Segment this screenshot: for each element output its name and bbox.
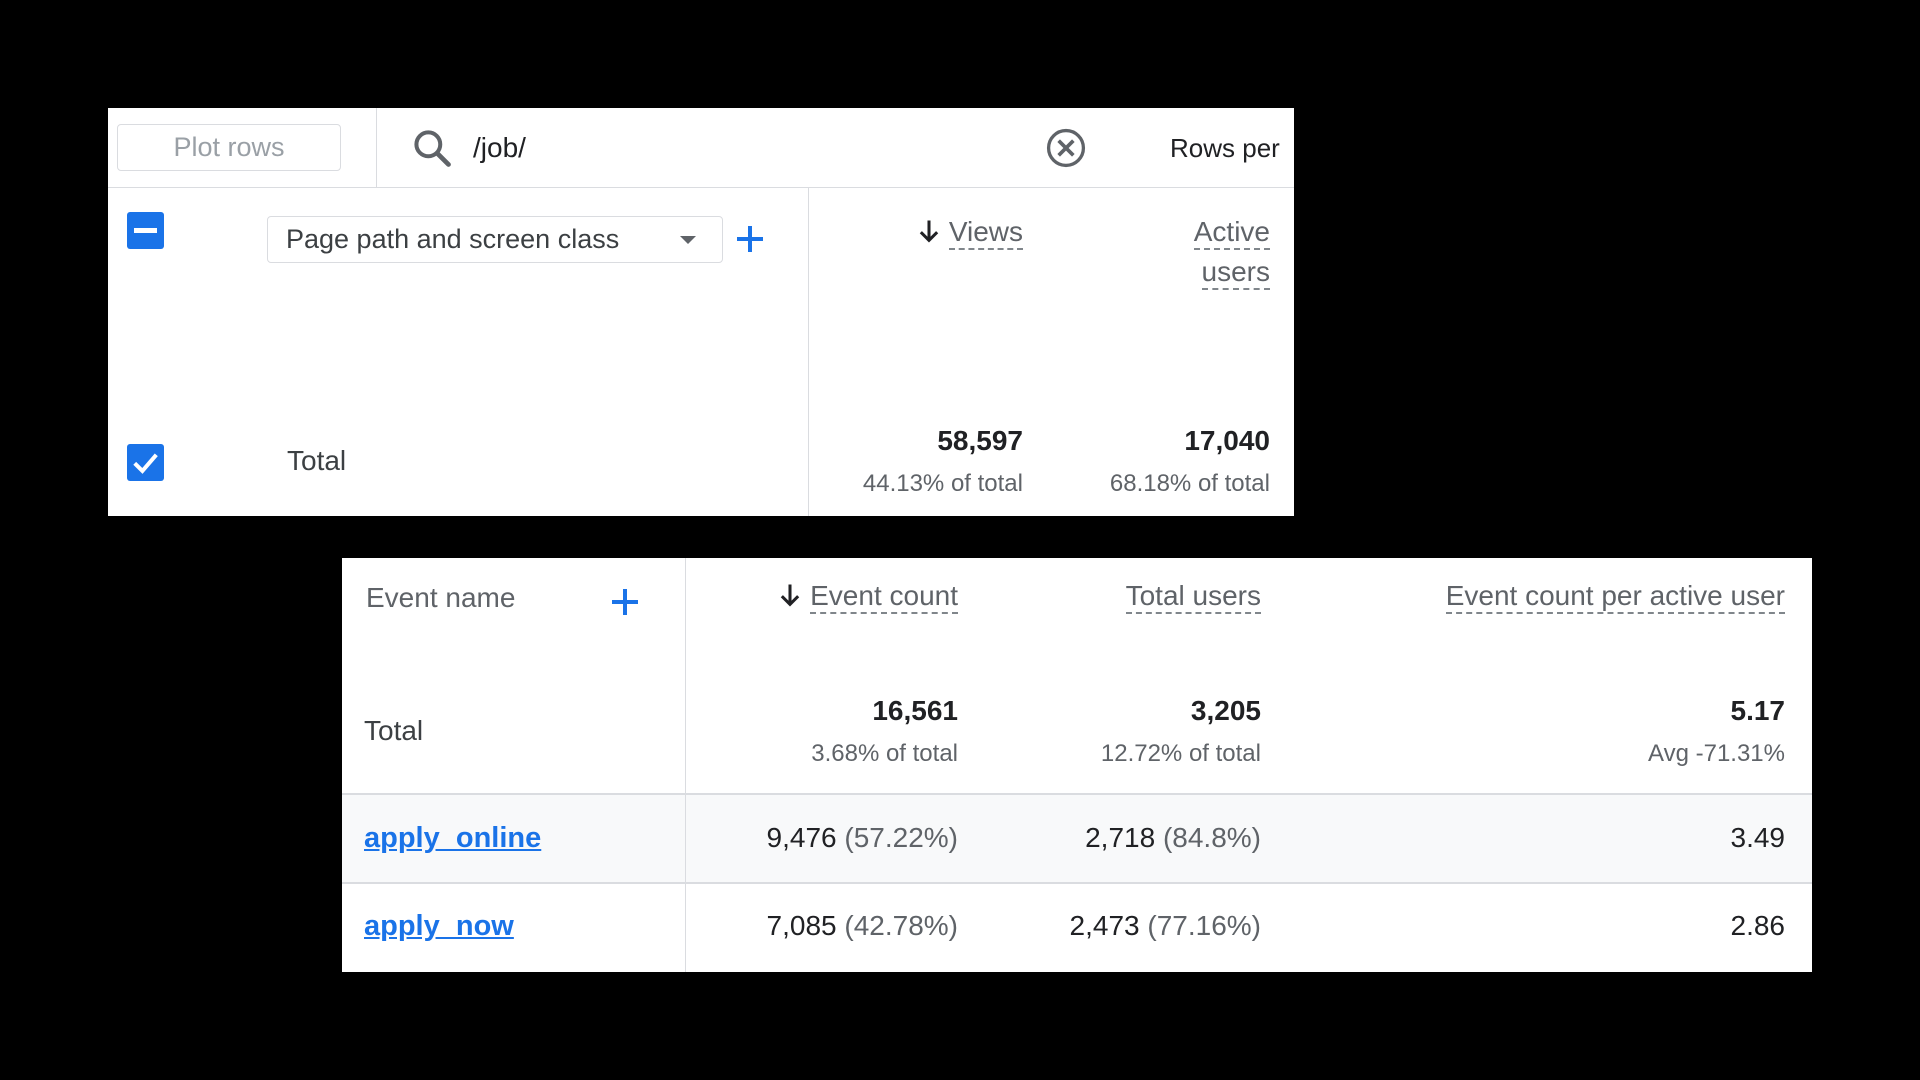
event-count-percent: (57.22%) [844,822,958,853]
plot-rows-button[interactable]: Plot rows [117,124,341,171]
total-row-label: Total [364,715,424,746]
rows-per-page-label: Rows per [1170,133,1280,163]
event-count-header-label: Event count [810,580,958,614]
sort-descending-icon [919,220,939,243]
event-link-apply-online[interactable]: apply_online [364,822,542,854]
event-count-percent: (42.78%) [844,910,958,941]
total-row-checkbox[interactable] [127,444,164,481]
total-users-value: 3,205 [1190,695,1261,726]
table-cell-event-count: 9,476 (57.22%) [767,818,958,858]
column-header-event-count-per-active-user[interactable]: Event count per active user [1445,576,1785,616]
column-header-event-name: Event name [366,582,516,613]
checkmark-icon [133,453,158,474]
row-highlight [342,794,1812,882]
total-users-percent: 12.72% of total [1100,740,1261,767]
column-header-event-count[interactable]: Event count [776,576,958,616]
row-divider [342,882,1812,884]
total-users-header-label: Total users [1125,580,1261,614]
sort-descending-icon [780,584,800,607]
event-count-value: 7,085 [766,910,837,941]
total-event-count-percent: 3.68% of total [811,740,958,767]
toolbar-divider [376,108,377,188]
dropdown-caret-icon [680,236,696,244]
column-header-views[interactable]: Views [915,212,1023,252]
total-per-active-user-average: Avg -71.31% [1648,740,1785,767]
active-users-header-line2: users [1201,256,1270,290]
event-count-value: 9,476 [766,822,837,853]
total-views-value: 58,597 [937,425,1023,456]
clear-search-icon[interactable] [1044,126,1088,170]
page-path-report-table: Plot rows /job/ Rows per Page path and s… [108,108,1294,516]
select-all-checkbox[interactable] [127,212,164,249]
total-users-value: 2,718 [1085,822,1156,853]
total-users-percent: (84.8%) [1162,822,1261,853]
total-users-percent: (77.16%) [1147,910,1261,941]
column-divider [808,188,809,516]
total-active-users-percent: 68.18% of total [1109,470,1270,497]
table-cell-total-users: 2,718 (84.8%) [1085,818,1261,858]
table-cell-event-count: 7,085 (42.78%) [767,906,958,946]
total-active-users-value: 17,040 [1184,425,1270,456]
table-cell-total-users: 2,473 (77.16%) [1070,906,1261,946]
active-users-header-line1: Active [1193,216,1270,250]
event-report-table: Event name Event count Total users Event… [342,558,1812,972]
per-active-user-header-label: Event count per active user [1445,580,1785,614]
column-header-total-users[interactable]: Total users [1125,576,1261,616]
column-divider [685,558,686,972]
table-toolbar: Plot rows /job/ Rows per [108,108,1294,188]
total-users-value: 2,473 [1069,910,1140,941]
total-row-label: Total [287,445,347,476]
total-per-active-user-value: 5.17 [1730,695,1786,726]
dimension-select[interactable]: Page path and screen class [267,216,723,263]
search-input[interactable]: /job/ [473,132,526,163]
total-views-percent: 44.13% of total [862,470,1023,497]
table-cell-per-active-user: 3.49 [1730,822,1786,853]
row-divider [342,793,1812,795]
search-icon [414,130,451,167]
views-header-label: Views [948,216,1023,250]
add-dimension-plus-icon[interactable] [733,222,767,256]
table-cell-per-active-user: 2.86 [1730,910,1786,941]
dimension-select-label: Page path and screen class [286,224,620,254]
event-link-apply-now[interactable]: apply_now [364,910,514,942]
column-header-active-users[interactable]: Active users [1193,212,1270,292]
total-event-count-value: 16,561 [872,695,958,726]
add-dimension-plus-icon[interactable] [608,585,642,619]
